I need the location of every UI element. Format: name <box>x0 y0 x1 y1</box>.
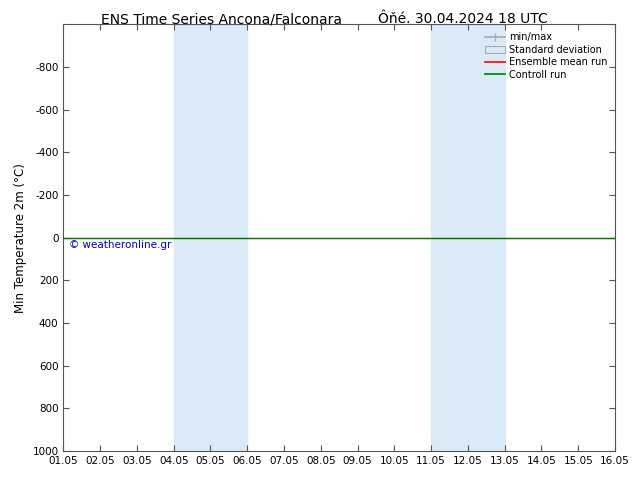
Bar <box>431 24 505 451</box>
Text: Ôňé. 30.04.2024 18 UTC: Ôňé. 30.04.2024 18 UTC <box>378 12 548 26</box>
Bar <box>174 24 247 451</box>
Text: © weatheronline.gr: © weatheronline.gr <box>69 240 171 250</box>
Y-axis label: Min Temperature 2m (°C): Min Temperature 2m (°C) <box>14 163 27 313</box>
Text: ENS Time Series Ancona/Falconara: ENS Time Series Ancona/Falconara <box>101 12 342 26</box>
Legend: min/max, Standard deviation, Ensemble mean run, Controll run: min/max, Standard deviation, Ensemble me… <box>482 29 610 82</box>
